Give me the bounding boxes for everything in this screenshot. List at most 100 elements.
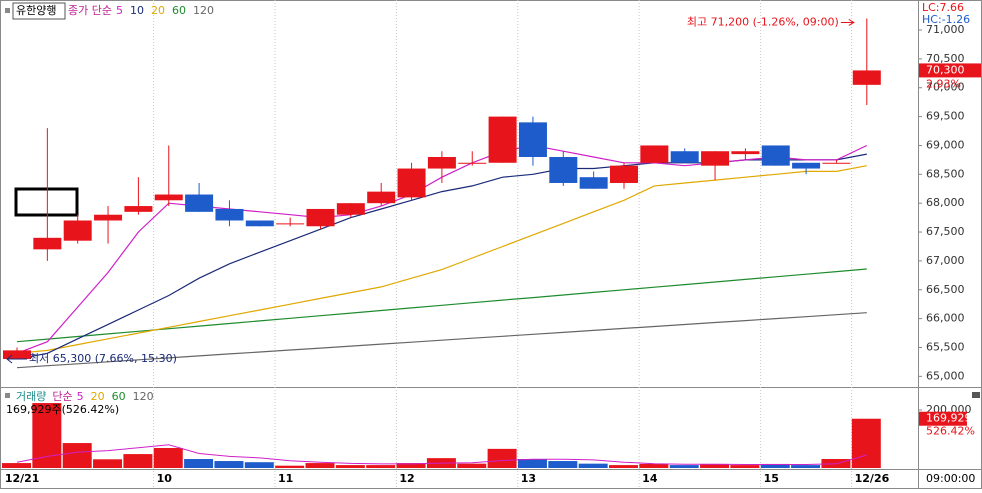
volume-bar: [639, 463, 669, 468]
candle-body: [397, 168, 426, 198]
x-tick-label: 12/26: [855, 472, 890, 485]
last-volume: 169,929: [926, 412, 972, 425]
candle-body: [336, 203, 365, 215]
volume-bar: [305, 463, 335, 468]
low-note: 최저 65,300 (7.66%, 15:30): [29, 352, 177, 365]
y-tick-label: 71,000: [926, 23, 965, 36]
candle-body: [731, 151, 760, 155]
volume-bar: [609, 465, 638, 468]
legend-entry: 20: [151, 4, 165, 17]
volume-bar: [93, 459, 123, 468]
volume-bar: [123, 454, 153, 468]
legend-entry: 10: [130, 4, 144, 17]
candle-body: [306, 208, 335, 227]
candle-body: [427, 157, 456, 169]
x-tick-label: 10: [157, 472, 173, 485]
y-tick-label: 67,500: [926, 225, 965, 238]
legend-entry: 60: [172, 4, 186, 17]
volume-ma-label: 단순: [52, 390, 72, 403]
y-tick-label: 70,000: [926, 81, 965, 94]
legend-entry: 120: [133, 390, 154, 403]
y-tick-label: 68,500: [926, 167, 965, 180]
volume-bar: [2, 463, 31, 468]
y-tick-label: 70,500: [926, 52, 965, 65]
volume-label: 거래량: [16, 390, 46, 403]
candle-body: [549, 157, 578, 183]
y-tick-label: 69,500: [926, 110, 965, 123]
y-tick-label: 67,000: [926, 254, 965, 267]
bullet: [5, 8, 10, 13]
last-price-box: [919, 63, 981, 78]
candle-body: [701, 151, 730, 166]
candle-body: [215, 208, 244, 221]
candle-body: [610, 165, 638, 183]
legend-entry: 5: [116, 4, 123, 17]
volume-bar: [487, 448, 517, 468]
x-tick-label: 13: [521, 472, 536, 485]
volume-bar: [335, 465, 365, 468]
y-tick-label: 65,000: [926, 369, 965, 382]
hc-label: HC:-1.26: [922, 13, 970, 26]
last-volume-ratio: 526.42%: [926, 425, 975, 438]
stock-name-box[interactable]: [12, 2, 66, 20]
volume-bar: [366, 465, 396, 468]
candle-body: [488, 116, 517, 163]
volume-bar: [153, 447, 183, 468]
legend-entry: 5: [77, 390, 84, 403]
x-tick-label: 12: [399, 472, 414, 485]
volume-bar: [578, 463, 608, 468]
low-arrow: [6, 354, 27, 364]
x-tick-label: 12/21: [5, 472, 40, 485]
time-label: 09:00:00: [926, 472, 975, 485]
legend-entry: 20: [91, 390, 105, 403]
volume-bar: [669, 465, 699, 468]
bullet: [5, 393, 10, 398]
volume-bar: [244, 462, 274, 468]
candle-body: [852, 70, 881, 85]
y-tick-label: 68,000: [926, 196, 965, 209]
candle-body: [640, 145, 669, 163]
volume-bar: [517, 459, 547, 468]
ma-line: [16, 312, 867, 369]
candle-body: [154, 194, 183, 201]
volume-bar: [396, 463, 426, 468]
panel-button[interactable]: [972, 392, 980, 398]
volume-bar: [275, 465, 305, 468]
volume-ma-line: [16, 444, 867, 465]
x-tick-label: 15: [764, 472, 779, 485]
candle-body: [185, 194, 214, 212]
ma-line: [16, 165, 867, 354]
legend-entry: 120: [193, 4, 214, 17]
volume-bar: [851, 418, 881, 468]
y-tick-label: 66,000: [926, 312, 965, 325]
candle-body: [761, 145, 790, 166]
candle-body: [124, 206, 153, 212]
candle-body: [94, 214, 123, 221]
volume-bar: [62, 443, 92, 468]
volume-bar: [760, 463, 790, 468]
selection-box: [14, 187, 79, 217]
candle-body: [367, 191, 396, 204]
volume-bar: [32, 403, 62, 468]
stock-name: 유한양행: [16, 4, 56, 17]
candle-body: [518, 122, 547, 158]
high-arrow: [840, 19, 855, 26]
last-change: 2.93%: [926, 77, 961, 90]
y-tick-label: 65,500: [926, 340, 965, 353]
last-price: 70,300: [926, 63, 965, 76]
candle-body: [3, 350, 31, 360]
ma-legend-label: 종가 단순: [68, 4, 112, 17]
candle-body: [579, 177, 608, 189]
lc-label: LC:7.66: [922, 1, 964, 14]
candle-body: [792, 162, 821, 169]
candle-body: [670, 151, 699, 163]
x-tick-label: 11: [278, 472, 293, 485]
volume-bar: [548, 461, 578, 468]
candle-body: [245, 220, 274, 227]
volume-bar: [214, 461, 244, 468]
volume-bar: [457, 463, 487, 468]
x-tick-label: 14: [642, 472, 658, 485]
